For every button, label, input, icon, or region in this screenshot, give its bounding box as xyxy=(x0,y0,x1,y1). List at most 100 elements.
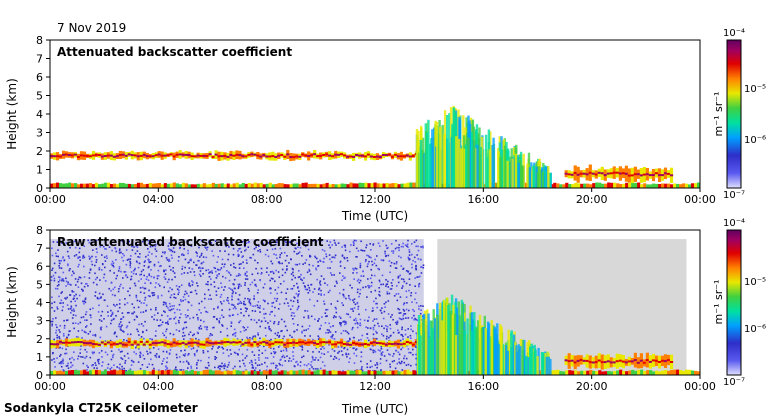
noise-pixel xyxy=(170,294,173,296)
noise-pixel xyxy=(402,278,405,281)
surface-pixel xyxy=(178,184,182,188)
noise-pixel xyxy=(73,327,75,330)
noise-pixel xyxy=(302,355,305,357)
noise-pixel xyxy=(163,286,165,289)
noise-pixel xyxy=(121,256,123,259)
cloud-core-pixel xyxy=(88,342,93,345)
noise-pixel xyxy=(202,350,205,352)
noise-pixel xyxy=(402,242,404,245)
noise-pixel xyxy=(264,357,267,359)
noise-pixel xyxy=(367,327,369,329)
cloud-core-pixel xyxy=(304,154,308,157)
noise-pixel xyxy=(235,352,237,355)
cloud-core-pixel xyxy=(241,343,245,346)
noise-pixel xyxy=(291,267,294,270)
noise-pixel xyxy=(133,318,136,321)
surface-pixel xyxy=(637,182,641,188)
noise-pixel xyxy=(394,367,397,370)
noise-pixel xyxy=(56,241,59,243)
noise-pixel xyxy=(223,367,226,370)
noise-pixel xyxy=(319,356,322,359)
noise-pixel xyxy=(278,321,280,323)
x-tick-label: 20:00 xyxy=(576,193,608,206)
noise-pixel xyxy=(381,333,383,335)
noise-pixel xyxy=(269,279,271,282)
noise-pixel xyxy=(221,325,224,327)
noise-pixel xyxy=(124,303,126,306)
precip-streak xyxy=(476,144,479,188)
surface-pixel xyxy=(127,183,132,188)
cloud-core-pixel xyxy=(50,343,54,346)
noise-pixel xyxy=(96,276,98,279)
noise-pixel xyxy=(332,358,335,360)
noise-pixel xyxy=(257,306,259,309)
noise-pixel xyxy=(275,239,278,241)
noise-pixel xyxy=(141,364,144,366)
noise-pixel xyxy=(254,359,257,361)
noise-pixel xyxy=(339,322,341,324)
noise-pixel xyxy=(113,266,115,268)
noise-pixel xyxy=(150,308,152,311)
cloud-core-pixel xyxy=(612,171,616,174)
noise-pixel xyxy=(383,310,386,313)
noise-pixel xyxy=(66,336,68,339)
noise-pixel xyxy=(114,332,116,334)
cloud-core-pixel xyxy=(372,341,377,344)
noise-pixel xyxy=(234,365,236,368)
noise-pixel xyxy=(115,335,118,338)
noise-pixel xyxy=(383,355,386,357)
precip-streak xyxy=(460,148,463,188)
noise-pixel xyxy=(265,271,268,273)
noise-pixel xyxy=(120,318,122,320)
noise-pixel xyxy=(63,335,65,337)
y-tick-label: 3 xyxy=(36,127,43,140)
cloud-core-pixel xyxy=(642,361,646,364)
precip-streak xyxy=(452,304,455,375)
precip-streak xyxy=(512,334,516,375)
noise-pixel xyxy=(284,240,286,242)
cloud-core-pixel xyxy=(283,343,287,346)
noise-pixel xyxy=(205,283,208,285)
noise-pixel xyxy=(324,282,326,284)
precip-streak xyxy=(517,344,521,375)
noise-pixel xyxy=(222,316,225,318)
noise-pixel xyxy=(233,287,236,290)
feature-precipitation xyxy=(416,294,552,375)
noise-pixel xyxy=(193,353,196,355)
noise-pixel xyxy=(237,303,239,305)
surface-pixel xyxy=(412,370,416,375)
surface-pixel xyxy=(622,370,626,375)
noise-pixel xyxy=(197,317,199,319)
cloud-core-pixel xyxy=(268,155,272,158)
top-colorbar-min: 10⁻⁷ xyxy=(723,190,745,201)
noise-pixel xyxy=(213,281,216,283)
top-colorbar-max: 10⁻⁴ xyxy=(723,28,745,39)
noise-pixel xyxy=(297,324,299,326)
noise-pixel xyxy=(213,308,215,310)
noise-pixel xyxy=(410,294,412,297)
noise-pixel xyxy=(397,329,399,332)
surface-pixel xyxy=(667,183,671,188)
noise-pixel xyxy=(383,327,385,330)
surface-pixel xyxy=(331,184,335,188)
noise-pixel xyxy=(317,338,320,340)
cloud-core-pixel xyxy=(657,361,662,363)
noise-pixel xyxy=(413,314,415,317)
noise-pixel xyxy=(338,315,341,318)
noise-pixel xyxy=(166,351,168,354)
noise-pixel xyxy=(51,306,53,309)
noise-pixel xyxy=(367,254,370,257)
noise-pixel xyxy=(142,311,145,313)
noise-pixel xyxy=(94,278,97,281)
noise-pixel xyxy=(296,308,299,311)
noise-pixel xyxy=(383,303,386,305)
noise-pixel xyxy=(374,258,376,261)
noise-pixel xyxy=(88,241,91,244)
cloud-core-pixel xyxy=(193,155,197,158)
noise-pixel xyxy=(72,298,75,300)
surface-pixel xyxy=(220,371,224,375)
noise-pixel xyxy=(226,297,229,299)
precip-streak xyxy=(431,327,434,375)
noise-pixel xyxy=(373,274,376,277)
